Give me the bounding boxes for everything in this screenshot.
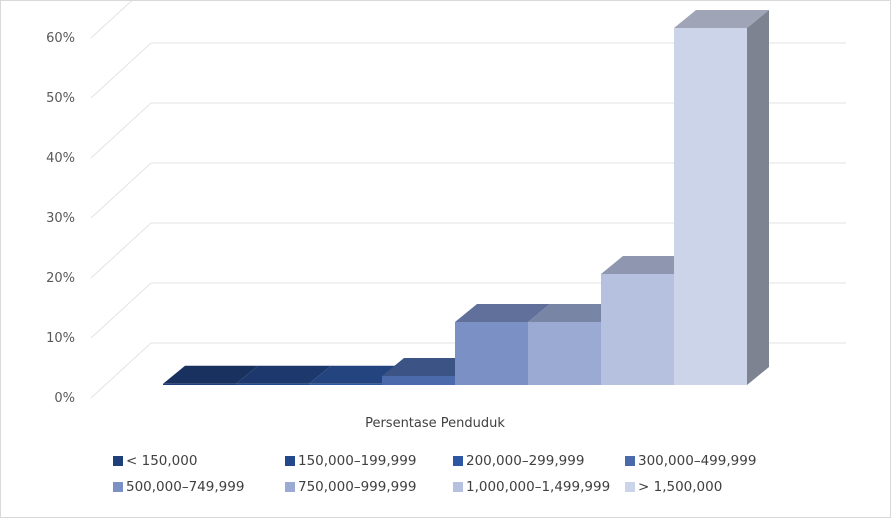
legend-label: 150,000–199,999 bbox=[298, 453, 417, 469]
y-tick-label: 10% bbox=[46, 331, 75, 346]
bar-top bbox=[455, 304, 550, 322]
legend-item: 300,000–499,999 bbox=[625, 453, 756, 469]
legend-swatch bbox=[285, 482, 295, 492]
bar-top bbox=[674, 10, 769, 28]
legend-item: 750,000–999,999 bbox=[285, 479, 416, 495]
bar-front bbox=[528, 322, 601, 385]
y-tick-label: 40% bbox=[46, 151, 75, 166]
y-tick-label: 20% bbox=[46, 271, 75, 286]
bar-6 bbox=[528, 304, 623, 385]
bar-top bbox=[382, 358, 477, 376]
legend-label: < 150,000 bbox=[126, 453, 198, 469]
bar-3 bbox=[309, 365, 404, 385]
side-gridline bbox=[90, 342, 152, 399]
legend-swatch bbox=[113, 482, 123, 492]
side-gridline bbox=[90, 102, 152, 159]
bar-top bbox=[236, 365, 331, 384]
legend-label: 200,000–299,999 bbox=[466, 453, 585, 469]
side-gridline bbox=[90, 282, 152, 339]
legend-label: 300,000–499,999 bbox=[638, 453, 757, 469]
side-gridline bbox=[90, 162, 152, 219]
bar-front bbox=[309, 383, 382, 385]
legend-label: > 1,500,000 bbox=[638, 479, 723, 495]
legend-item: < 150,000 bbox=[113, 453, 197, 469]
bar-side bbox=[747, 10, 769, 385]
bar-top bbox=[163, 365, 258, 384]
legend-swatch bbox=[113, 456, 123, 466]
y-tick-label: 0% bbox=[54, 391, 75, 406]
side-gridline bbox=[90, 42, 152, 99]
bar-2 bbox=[236, 365, 331, 385]
legend-item: 1,000,000–1,499,999 bbox=[453, 479, 610, 495]
bar-5 bbox=[455, 304, 550, 385]
bar-top bbox=[601, 256, 696, 274]
side-gridline bbox=[90, 222, 152, 279]
legend-label: 500,000–749,999 bbox=[126, 479, 245, 495]
y-tick-label: 50% bbox=[46, 91, 75, 106]
bar-front bbox=[601, 274, 674, 385]
bar-7 bbox=[601, 256, 696, 385]
bar-front bbox=[236, 383, 309, 385]
legend-swatch bbox=[453, 482, 463, 492]
bar-front bbox=[674, 28, 747, 385]
bars bbox=[163, 10, 769, 385]
legend-item: 500,000–749,999 bbox=[113, 479, 244, 495]
legend-item: 150,000–199,999 bbox=[285, 453, 416, 469]
bar-chart: 0% 10% 20% 30% 40% 50% 60% Persentase Penduduk bbox=[46, 1, 846, 431]
bar-top bbox=[528, 304, 623, 322]
bar-front bbox=[163, 383, 236, 385]
bar-top bbox=[309, 365, 404, 384]
bar-4 bbox=[382, 358, 477, 385]
side-gridline bbox=[90, 1, 133, 39]
legend-swatch bbox=[285, 456, 295, 466]
legend-swatch bbox=[453, 456, 463, 466]
y-axis-ticks: 0% 10% 20% 30% 40% 50% 60% bbox=[46, 31, 75, 406]
x-axis-title: Persentase Penduduk bbox=[365, 416, 505, 431]
bar-1 bbox=[163, 365, 258, 385]
y-tick-label: 30% bbox=[46, 211, 75, 226]
legend-swatch bbox=[625, 482, 635, 492]
legend-label: 1,000,000–1,499,999 bbox=[466, 479, 611, 495]
legend-item: 200,000–299,999 bbox=[453, 453, 584, 469]
bar-front bbox=[455, 322, 528, 385]
legend-item: > 1,500,000 bbox=[625, 479, 722, 495]
bar-8 bbox=[674, 10, 769, 385]
legend-label: 750,000–999,999 bbox=[298, 479, 417, 495]
bar-front bbox=[382, 376, 455, 385]
legend-swatch bbox=[625, 456, 635, 466]
y-tick-label: 60% bbox=[46, 31, 75, 46]
